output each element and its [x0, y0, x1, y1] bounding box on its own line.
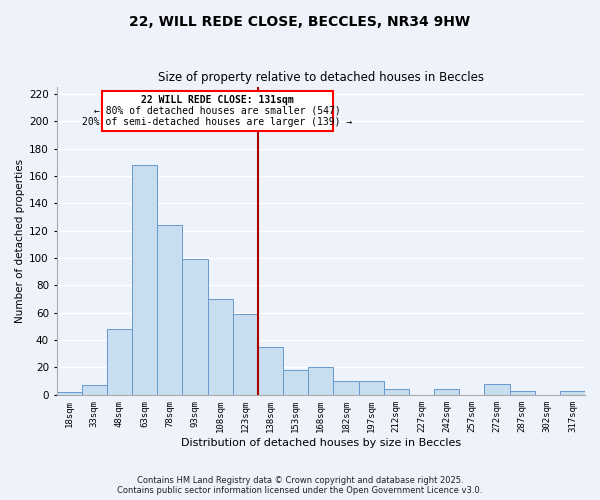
Bar — [132, 165, 157, 395]
Bar — [359, 381, 383, 395]
Bar — [208, 299, 233, 395]
Bar — [107, 329, 132, 395]
Bar — [283, 370, 308, 395]
FancyBboxPatch shape — [102, 91, 334, 131]
Bar — [233, 314, 258, 395]
X-axis label: Distribution of detached houses by size in Beccles: Distribution of detached houses by size … — [181, 438, 461, 448]
Y-axis label: Number of detached properties: Number of detached properties — [15, 159, 25, 323]
Bar — [484, 384, 509, 395]
Bar — [509, 390, 535, 395]
Text: 22, WILL REDE CLOSE, BECCLES, NR34 9HW: 22, WILL REDE CLOSE, BECCLES, NR34 9HW — [130, 15, 470, 29]
Bar — [383, 390, 409, 395]
Title: Size of property relative to detached houses in Beccles: Size of property relative to detached ho… — [158, 72, 484, 85]
Bar — [157, 225, 182, 395]
Bar — [182, 260, 208, 395]
Text: 20% of semi-detached houses are larger (139) →: 20% of semi-detached houses are larger (… — [82, 117, 353, 127]
Text: Contains HM Land Registry data © Crown copyright and database right 2025.
Contai: Contains HM Land Registry data © Crown c… — [118, 476, 482, 495]
Bar — [308, 368, 334, 395]
Bar — [56, 392, 82, 395]
Text: 22 WILL REDE CLOSE: 131sqm: 22 WILL REDE CLOSE: 131sqm — [141, 95, 294, 105]
Bar — [560, 390, 585, 395]
Bar — [258, 347, 283, 395]
Bar — [82, 386, 107, 395]
Bar — [334, 381, 359, 395]
Text: ← 80% of detached houses are smaller (547): ← 80% of detached houses are smaller (54… — [94, 106, 341, 116]
Bar — [434, 390, 459, 395]
